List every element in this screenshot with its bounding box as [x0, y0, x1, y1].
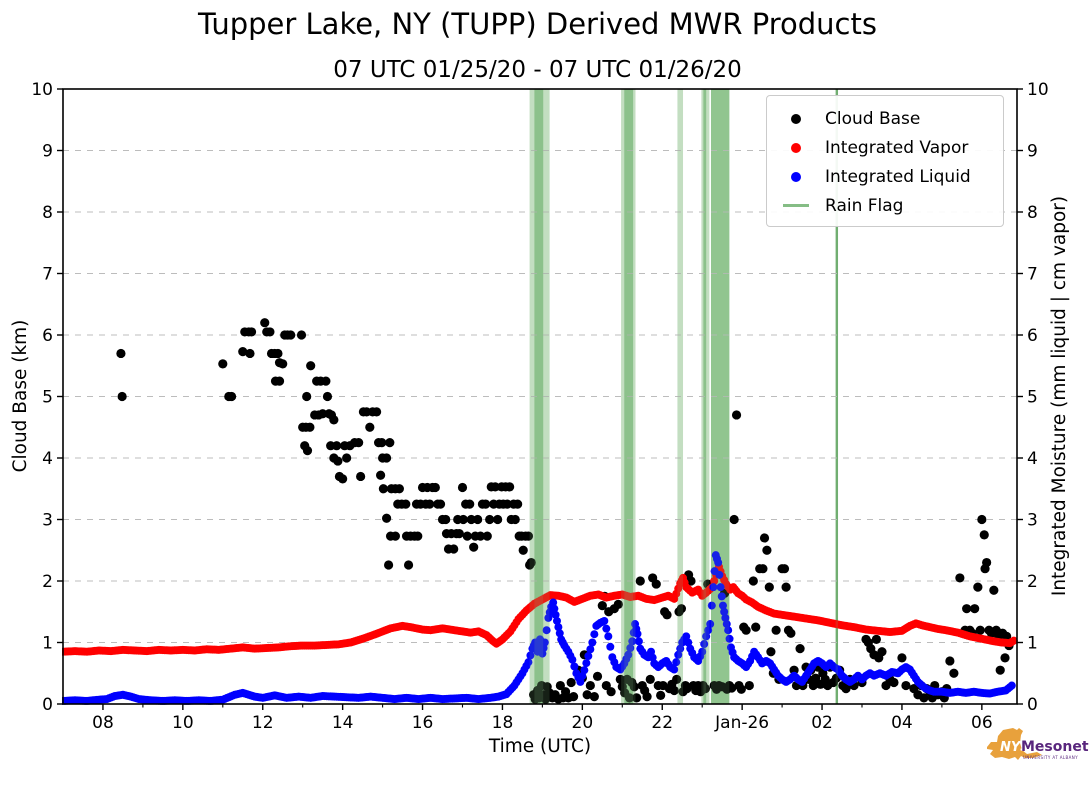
chart-subtitle: 07 UTC 01/25/20 - 07 UTC 01/26/20 [333, 57, 742, 83]
svg-text:12: 12 [252, 713, 274, 733]
svg-text:02: 02 [811, 713, 833, 733]
svg-text:16: 16 [412, 713, 434, 733]
rain-flag-band-tint [621, 89, 636, 704]
vapor-dot-icon [791, 142, 801, 153]
svg-text:06: 06 [971, 713, 993, 733]
svg-text:1: 1 [42, 634, 53, 654]
series-integrated-vapor [62, 562, 1018, 656]
tick-labels: 08 10 12 14 16 18 20 22 Jan-26 02 04 06012345678910… [31, 80, 1048, 733]
series-integrated-liquid [62, 551, 1016, 705]
data-series [62, 318, 1018, 705]
svg-text:5: 5 [1027, 388, 1038, 408]
ny-state-shape [987, 728, 1042, 760]
liquid-dot-icon [791, 171, 801, 182]
legend-label: Integrated Liquid [825, 166, 971, 187]
rain-flag-band-tint [701, 89, 710, 704]
legend-label: Integrated Vapor [825, 137, 969, 158]
axes-frame [57, 88, 1023, 710]
svg-text:9: 9 [1027, 142, 1038, 162]
rain-flag-band-tint [624, 89, 634, 704]
svg-text:3: 3 [42, 511, 53, 531]
svg-text:20: 20 [572, 713, 594, 733]
legend-marker-wrap [767, 204, 825, 207]
svg-text:8: 8 [1027, 203, 1038, 223]
rain-flag-band-tint [835, 89, 839, 704]
legend-item-integrated-liquid: Integrated Liquid [767, 162, 1003, 191]
rain-flag-band-tint [703, 89, 707, 704]
logo-tagline-text: UNIVERSITY AT ALBANY [1023, 755, 1078, 760]
logo-nys-text: NYS [1000, 740, 1030, 755]
svg-text:10: 10 [31, 80, 53, 100]
legend-label: Cloud Base [825, 108, 921, 129]
legend-marker-wrap [767, 113, 825, 124]
svg-text:8: 8 [42, 203, 53, 223]
legend: Cloud Base Integrated Vapor Integrated L… [766, 95, 1004, 227]
svg-text:6: 6 [42, 326, 53, 346]
legend-marker-wrap [767, 142, 825, 153]
chart-title: Tupper Lake, NY (TUPP) Derived MWR Produ… [198, 7, 877, 41]
svg-text:22: 22 [651, 713, 673, 733]
rain-flag-band-tint [677, 89, 684, 704]
svg-text:6: 6 [1027, 326, 1038, 346]
legend-marker-wrap [767, 171, 825, 182]
svg-text:5: 5 [42, 388, 53, 408]
cloud-base-dot-icon [791, 113, 801, 124]
logo-mesonet-text: Mesonet [1021, 739, 1089, 755]
svg-text:08: 08 [92, 713, 114, 733]
svg-text:2: 2 [42, 572, 53, 592]
rain-flag-band [710, 89, 730, 704]
legend-label: Rain Flag [825, 195, 904, 216]
svg-text:4: 4 [1027, 449, 1038, 469]
svg-text:0: 0 [42, 695, 53, 715]
rain-flag-band-tint [534, 89, 544, 704]
svg-text:10: 10 [172, 713, 194, 733]
legend-item-rain-flag: Rain Flag [767, 191, 1003, 220]
y-axis-label-right: Integrated Moisture (mm liquid | cm vapo… [1049, 195, 1070, 597]
legend-item-integrated-vapor: Integrated Vapor [767, 133, 1003, 162]
rain-flag-band [534, 89, 544, 704]
svg-text:7: 7 [42, 265, 53, 285]
svg-text:18: 18 [492, 713, 514, 733]
rain-flag-band-tint [529, 89, 839, 704]
svg-text:1: 1 [1027, 634, 1038, 654]
svg-text:4: 4 [42, 449, 53, 469]
svg-text:7: 7 [1027, 265, 1038, 285]
svg-text:10: 10 [1027, 80, 1049, 100]
nys-mesonet-logo: NYS Mesonet UNIVERSITY AT ALBANY [987, 728, 1089, 760]
svg-text:Jan-26: Jan-26 [714, 713, 769, 733]
rain-flag-band-tint [710, 89, 730, 704]
legend-item-cloud-base: Cloud Base [767, 104, 1003, 133]
svg-text:2: 2 [1027, 572, 1038, 592]
svg-text:9: 9 [42, 142, 53, 162]
rain-flag-line-icon [783, 204, 809, 207]
svg-text:04: 04 [891, 713, 913, 733]
svg-text:3: 3 [1027, 511, 1038, 531]
svg-text:14: 14 [332, 713, 354, 733]
svg-text:0: 0 [1027, 695, 1038, 715]
rain-flag-band-tint [529, 89, 550, 704]
y-axis-label-left: Cloud Base (km) [10, 319, 31, 473]
x-axis-label: Time (UTC) [488, 736, 592, 757]
